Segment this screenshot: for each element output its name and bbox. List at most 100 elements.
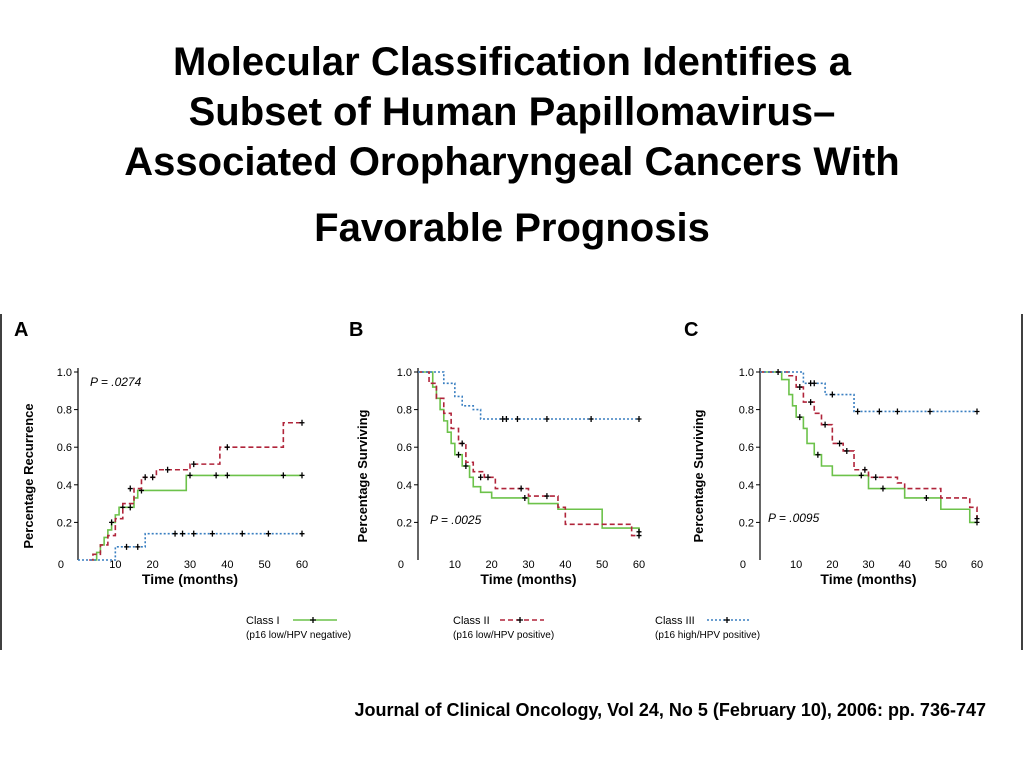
censor-mark	[522, 494, 528, 501]
x-tick-label: 50	[596, 559, 608, 571]
censor-mark	[974, 515, 980, 522]
censor-mark	[224, 444, 230, 451]
y-axis-label: Percentage Recurrence	[21, 403, 36, 548]
censor-mark	[503, 416, 509, 422]
survival-figure: A 0 0.2 0.4 0.6 0.8 1.0 10 20 30 40 50 60 Time (month…	[0, 314, 1024, 650]
censor-mark	[127, 504, 133, 511]
p-value: P = .0274	[90, 375, 142, 389]
censor-mark	[485, 474, 491, 481]
x-tick-label: 60	[971, 559, 983, 571]
x-tick-label: 10	[790, 559, 802, 571]
y-tick-label: 0.6	[739, 442, 754, 454]
x-tick-label: 50	[935, 559, 947, 571]
y-tick-label: 0.6	[397, 442, 412, 454]
censor-mark	[463, 463, 469, 469]
y-tick-label: 0.2	[397, 517, 412, 529]
censor-mark	[299, 530, 305, 537]
panel-label: B	[349, 319, 363, 341]
censor-mark	[974, 408, 980, 415]
censor-mark	[808, 399, 814, 406]
censor-mark	[299, 472, 305, 479]
y-tick-label: 0.8	[739, 405, 754, 417]
x-tick-label: 20	[826, 559, 838, 571]
x-axis-label: Time (months)	[142, 571, 238, 587]
censor-mark	[478, 474, 484, 481]
x-tick-label: 20	[486, 559, 498, 571]
censor-mark	[518, 485, 524, 492]
censor-mark	[829, 391, 835, 398]
legend-censor-mark	[310, 617, 316, 623]
panel-b: B 0 0.2 0.4 0.6 0.8 1.0 10 20 30 40 50 60 Time (month…	[349, 319, 645, 587]
censor-mark	[797, 384, 803, 391]
legend-label: Class III	[655, 615, 695, 627]
censor-mark	[280, 472, 286, 479]
title-line-3: Associated Oropharyngeal Cancers With	[124, 140, 900, 184]
y-tick-label: 0.4	[397, 480, 412, 492]
survival-charts-svg: A 0 0.2 0.4 0.6 0.8 1.0 10 20 30 40 50 60 Time (month…	[0, 314, 1023, 650]
censor-mark	[880, 485, 886, 492]
legend-item-class-ii: Class II (p16 low/HPV positive)	[453, 615, 554, 641]
x-tick-label: 30	[862, 559, 874, 571]
y-tick-label: 1.0	[739, 367, 754, 379]
censor-mark	[109, 519, 115, 526]
x-tick-label: 50	[259, 559, 271, 571]
y-axis-label: Percentage Surviving	[355, 409, 370, 542]
series-line-class-ii	[89, 421, 302, 561]
censor-mark	[142, 474, 148, 481]
x-tick-label: 60	[633, 559, 645, 571]
legend-item-class-iii: Class III (p16 high/HPV positive)	[655, 615, 760, 641]
censor-mark	[822, 421, 828, 428]
panel-label: A	[14, 319, 28, 341]
censor-mark	[894, 408, 900, 415]
p-value: P = .0095	[768, 511, 820, 525]
censor-mark	[224, 472, 230, 479]
y-tick-label: 0.2	[739, 517, 754, 529]
title-line-4: Favorable Prognosis	[314, 206, 710, 250]
censor-mark	[588, 416, 594, 422]
y-tick-label: 1.0	[57, 367, 72, 379]
x-tick-label: 40	[221, 559, 233, 571]
y-tick-label: 0.8	[397, 405, 412, 417]
legend-censor-mark	[724, 617, 730, 623]
title-line-2: Subset of Human Papillomavirus–	[188, 90, 836, 134]
censor-mark	[127, 485, 133, 492]
censor-mark	[187, 472, 193, 479]
legend-sublabel: (p16 low/HPV positive)	[453, 630, 554, 641]
slide-title: Molecular Classification Identifies a Su…	[40, 42, 984, 258]
title-line-1: Molecular Classification Identifies a	[173, 40, 851, 84]
censor-mark	[858, 472, 864, 479]
panel-label: C	[684, 319, 698, 341]
y-axis-label: Percentage Surviving	[691, 409, 706, 542]
p-value: P = .0025	[430, 513, 482, 527]
legend-item-class-i: Class I (p16 low/HPV negative)	[246, 615, 351, 641]
censor-mark	[459, 440, 465, 447]
censor-mark	[191, 461, 197, 468]
censor-mark	[873, 474, 879, 481]
series-line-class-iii	[78, 532, 302, 561]
y-tick-label: 0.2	[57, 517, 72, 529]
censor-mark	[876, 408, 882, 415]
x-axis-label: Time (months)	[480, 571, 576, 587]
censor-mark	[544, 416, 550, 422]
x-axis-label: Time (months)	[820, 571, 916, 587]
censor-mark	[124, 543, 130, 550]
series-line-class-ii	[418, 371, 639, 537]
series-line-class-iii	[760, 371, 977, 413]
x-tick-label: 10	[449, 559, 461, 571]
censor-mark	[180, 530, 186, 537]
series-line-class-iii	[418, 371, 639, 420]
censor-mark	[775, 369, 781, 375]
x-tick-label: 10	[109, 559, 121, 571]
censor-mark	[165, 466, 171, 473]
x-tick-label: 30	[184, 559, 196, 571]
series-line-class-i	[760, 371, 977, 524]
censor-mark	[636, 416, 642, 422]
legend-label: Class II	[453, 615, 490, 627]
y-tick-label: 0	[740, 559, 746, 571]
panel-a: A 0 0.2 0.4 0.6 0.8 1.0 10 20 30 40 50 60 Time (month…	[14, 319, 308, 587]
censor-mark	[150, 474, 156, 481]
y-tick-label: 0	[58, 559, 64, 571]
censor-mark	[209, 530, 215, 537]
x-tick-label: 40	[899, 559, 911, 571]
censor-mark	[855, 408, 861, 415]
